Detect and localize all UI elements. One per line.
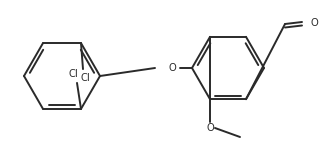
Text: Cl: Cl: [80, 73, 90, 83]
Text: Cl: Cl: [68, 69, 78, 79]
Text: O: O: [206, 123, 214, 133]
Text: O: O: [310, 18, 318, 28]
Text: O: O: [168, 63, 176, 73]
